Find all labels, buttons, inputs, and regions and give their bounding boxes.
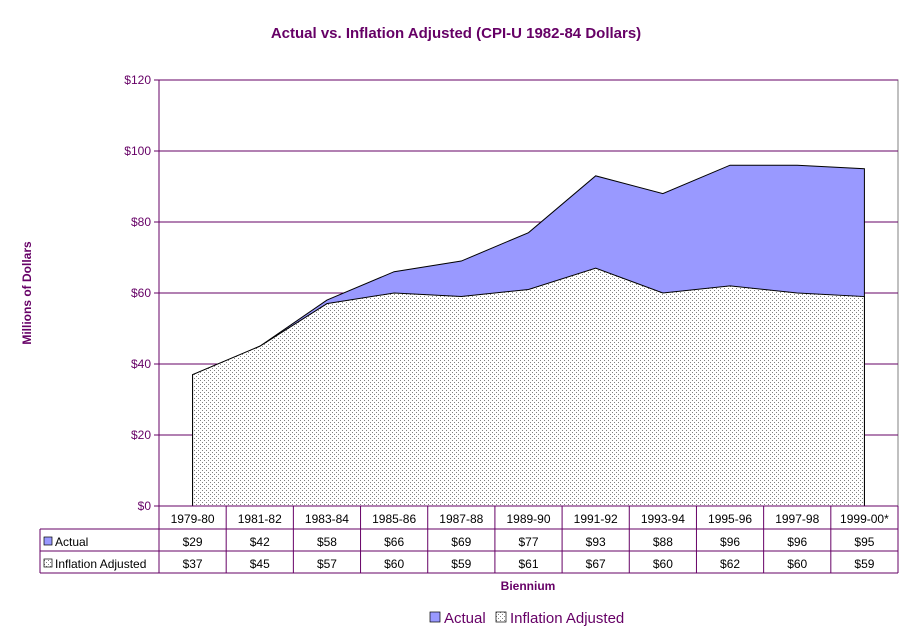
data-label-actual: $66: [384, 535, 404, 549]
axes: [154, 79, 898, 507]
data-table: 1979-80 1981-82 1983-84 1985-86 1987-88 1989-…: [39, 506, 899, 574]
x-tick-label: 1999-00*: [840, 512, 889, 526]
y-tick-labels: $0 $20 $40 $60 $80 $100 $120: [124, 73, 151, 513]
data-label-actual: $93: [586, 535, 606, 549]
table-key-inflation-adjusted: [43, 558, 53, 568]
area-inflation-adjusted: [192, 267, 865, 507]
legend-key-actual: [429, 611, 441, 623]
x-tick-label: 1985-86: [372, 512, 416, 526]
data-label-inflation-adjusted: $59: [451, 557, 471, 571]
data-label-actual: $88: [653, 535, 673, 549]
data-label-actual: $69: [451, 535, 471, 549]
data-label-inflation-adjusted: $45: [250, 557, 270, 571]
x-tick-label: 1983-84: [305, 512, 349, 526]
y-axis-title: Millions of Dollars: [20, 241, 34, 345]
x-tick-label: 1989-90: [506, 512, 550, 526]
legend: Actual Inflation Adjusted: [429, 610, 624, 627]
x-tick-label: 1991-92: [574, 512, 618, 526]
table-row-label-inflation-adjusted: Inflation Adjusted: [55, 557, 146, 571]
data-label-actual: $29: [183, 535, 203, 549]
plot-areas: [192, 164, 865, 507]
data-label-actual: $77: [518, 535, 538, 549]
data-label-inflation-adjusted: $59: [854, 557, 874, 571]
data-label-actual: $95: [854, 535, 874, 549]
legend-label-inflation-adjusted: Inflation Adjusted: [510, 610, 624, 627]
x-tick-label: 1997-98: [775, 512, 819, 526]
data-label-inflation-adjusted: $67: [586, 557, 606, 571]
data-label-inflation-adjusted: $60: [384, 557, 404, 571]
data-label-inflation-adjusted: $62: [720, 557, 740, 571]
y-tick-label: $20: [131, 428, 151, 442]
data-label-inflation-adjusted: $57: [317, 557, 337, 571]
legend-key-inflation-adjusted: [495, 611, 507, 623]
table-row-label-actual: Actual: [55, 535, 88, 549]
y-tick-label: $120: [124, 73, 151, 87]
x-tick-label: 1981-82: [238, 512, 282, 526]
table-key-actual: [43, 536, 53, 546]
y-tick-label: $100: [124, 144, 151, 158]
data-label-inflation-adjusted: $37: [183, 557, 203, 571]
y-tick-label: $60: [131, 286, 151, 300]
legend-label-actual: Actual: [444, 610, 486, 627]
y-tick-label: $0: [138, 499, 152, 513]
data-label-actual: $96: [720, 535, 740, 549]
data-label-inflation-adjusted: $61: [518, 557, 538, 571]
y-tick-label: $80: [131, 215, 151, 229]
data-label-inflation-adjusted: $60: [787, 557, 807, 571]
chart-title: Actual vs. Inflation Adjusted (CPI-U 198…: [271, 25, 641, 42]
y-tick-label: $40: [131, 357, 151, 371]
data-label-inflation-adjusted: $60: [653, 557, 673, 571]
data-label-actual: $58: [317, 535, 337, 549]
data-label-actual: $42: [250, 535, 270, 549]
x-tick-label: 1987-88: [439, 512, 483, 526]
x-axis-title: Biennium: [501, 579, 556, 593]
x-tick-label: 1995-96: [708, 512, 752, 526]
x-tick-label: 1979-80: [171, 512, 215, 526]
data-label-actual: $96: [787, 535, 807, 549]
x-tick-label: 1993-94: [641, 512, 685, 526]
